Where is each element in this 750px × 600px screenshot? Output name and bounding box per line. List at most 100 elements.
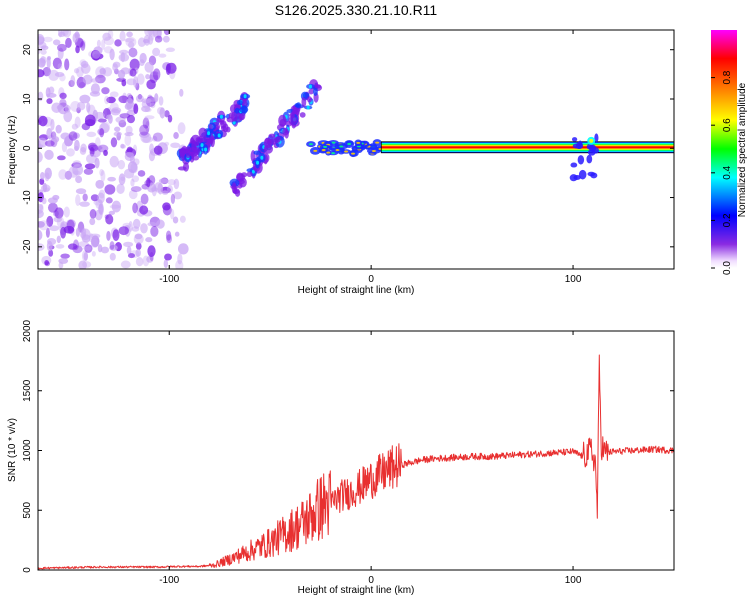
- spectrogram-blob: [75, 227, 81, 237]
- spectrogram-blob: [40, 49, 47, 55]
- spectrogram-blob: [86, 131, 97, 138]
- spectrogram-blob: [46, 215, 54, 228]
- spectrogram-blob: [146, 177, 151, 188]
- spectrogram-blob: [147, 245, 156, 257]
- spectrogram-blob: [152, 68, 161, 81]
- spectrogram-blob: [48, 69, 60, 81]
- spectrogram-blob: [59, 92, 67, 99]
- spectrogram-frame: [37, 29, 675, 270]
- spectrogram-blob: [142, 255, 150, 267]
- snr-plot-area: [38, 331, 674, 570]
- spectrogram-blob: [38, 209, 44, 219]
- spectrogram-blob: [100, 246, 110, 254]
- spectrogram-blob: [57, 155, 66, 161]
- spectrogram-blob: [239, 105, 249, 114]
- spectrogram-blob: [135, 242, 142, 250]
- spectrogram-blob: [129, 68, 137, 77]
- spectrogram-blob: [119, 30, 126, 42]
- spectrogram-blob: [177, 253, 183, 265]
- spectrogram-blob: [48, 86, 55, 94]
- spectrogram-blob: [68, 131, 78, 141]
- colorbar-tick-label: 0.2: [722, 213, 733, 227]
- spectrogram-blob: [38, 220, 49, 231]
- spectrogram-blob: [307, 96, 313, 103]
- spectrogram-blob: [90, 78, 101, 83]
- spectrogram-blob: [339, 145, 344, 148]
- spectrogram-blob: [219, 114, 223, 119]
- spectrogram-blob: [173, 191, 183, 200]
- spectrogram-blob: [589, 138, 594, 143]
- spectrogram-blob: [81, 228, 87, 237]
- colorbar-gradient: [711, 30, 737, 268]
- spectrogram-blob: [137, 170, 146, 177]
- spectrogram-blob: [308, 88, 314, 95]
- spectrogram-blob: [351, 152, 356, 155]
- spectrogram-blob: [80, 40, 86, 51]
- spectrogram-blob: [164, 253, 172, 261]
- spectrogram-blob: [251, 169, 255, 174]
- spectrogram-blob: [179, 88, 184, 97]
- spectrogram-blob: [95, 199, 104, 209]
- spectrogram-blob: [153, 145, 163, 155]
- snr-x-tick-label: -100: [159, 575, 179, 586]
- spectrogram-blob: [109, 204, 121, 209]
- spectrogram-blob: [82, 193, 88, 202]
- spectrogram-blob: [102, 32, 112, 41]
- spectrogram-blob: [61, 141, 68, 153]
- spectrogram-blob: [152, 132, 163, 142]
- spectrogram-x-tick-label: -100: [159, 274, 179, 285]
- spectrogram-blob: [95, 74, 106, 84]
- spectrogram-y-tick-label: -20: [22, 239, 33, 254]
- spectrogram-blob: [149, 102, 156, 109]
- spectrogram-blob: [121, 79, 127, 87]
- spectrogram-blob: [66, 148, 75, 157]
- spectrogram-blob: [60, 221, 68, 228]
- spectrogram-blob: [120, 143, 125, 149]
- spectrogram-blob: [139, 59, 145, 66]
- spectrogram-blob: [569, 174, 578, 182]
- snr-x-tick-label: 100: [565, 575, 582, 586]
- spectrogram-blob: [140, 223, 148, 234]
- spectrogram-blob: [145, 120, 150, 133]
- spectrogram-blob: [38, 115, 48, 127]
- spectrogram-blob: [70, 75, 76, 87]
- spectrogram-blob: [144, 30, 154, 37]
- spectrogram-blob: [117, 159, 126, 170]
- spectrogram-blob: [308, 84, 312, 89]
- spectrogram-blob: [58, 169, 68, 180]
- spectrogram-blob: [129, 58, 140, 71]
- spectrogram-blob: [157, 107, 165, 115]
- spectrogram-blob: [133, 234, 144, 245]
- spectrogram-blob: [132, 218, 141, 229]
- spectrogram-x-tick-label: 100: [565, 274, 582, 285]
- spectrogram-y-tick-label: 20: [22, 44, 33, 56]
- spectrogram-blob: [202, 136, 209, 143]
- spectrogram-blob: [217, 133, 221, 138]
- spectrogram-blob: [375, 141, 380, 144]
- spectrogram-y-tick-label: -10: [22, 190, 33, 205]
- spectrogram-blob: [132, 202, 138, 214]
- spectrogram-blob: [45, 227, 50, 238]
- spectrogram-blob: [46, 98, 53, 105]
- spectrogram-blob: [278, 114, 287, 127]
- spectrogram-blob: [120, 260, 131, 269]
- spectrogram-blob: [154, 93, 159, 103]
- colorbar-tick-label: 0.6: [722, 118, 733, 132]
- spectrogram-y-tick-label: 10: [22, 93, 33, 105]
- spectrogram-blob: [89, 218, 96, 226]
- spectrogram-blob: [198, 127, 207, 138]
- spectrogram-blob: [243, 94, 247, 99]
- spectrogram-blob: [109, 91, 119, 98]
- spectrogram-blob: [253, 150, 262, 155]
- spectrogram-blob: [116, 183, 125, 194]
- spectrogram-blob: [47, 238, 57, 246]
- spectrogram-blob: [118, 226, 130, 236]
- spectrogram-blob: [128, 47, 138, 58]
- spectrogram-blob: [92, 50, 101, 59]
- spectrogram-blob: [75, 194, 81, 206]
- spectrogram-image: [38, 30, 674, 269]
- spectrogram-blob: [371, 149, 376, 152]
- spectrogram-blob: [167, 114, 173, 123]
